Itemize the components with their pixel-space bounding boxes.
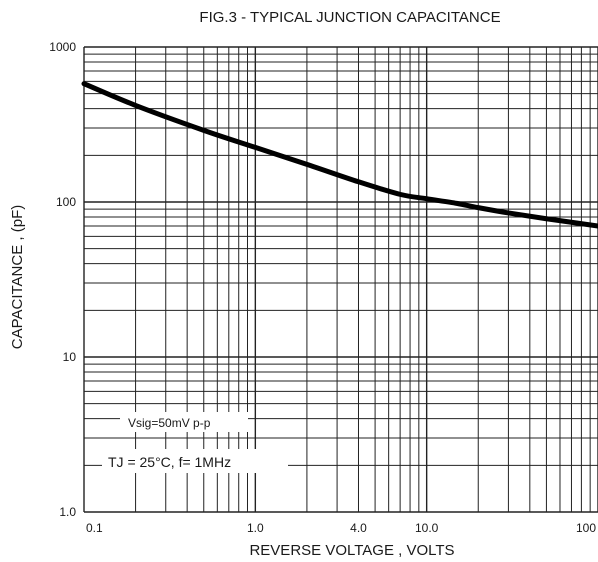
x-tick-label: 1.0 bbox=[247, 521, 264, 535]
y-tick-label: 10 bbox=[63, 350, 77, 364]
annotation-background-vsig bbox=[120, 412, 248, 432]
plot-grid bbox=[83, 46, 598, 513]
y-axis-label: CAPACITANCE , (pF) bbox=[9, 205, 26, 349]
annotation-vsig: Vsig=50mV p-p bbox=[128, 416, 211, 430]
y-tick-label: 1000 bbox=[49, 40, 76, 54]
series-layer bbox=[81, 81, 598, 229]
x-tick-label: 4.0 bbox=[350, 521, 367, 535]
x-axis-label: REVERSE VOLTAGE , VOLTS bbox=[249, 542, 454, 559]
y-tick-label: 100 bbox=[56, 195, 76, 209]
y-tick-label: 1.0 bbox=[59, 505, 76, 519]
tick-labels: 0.1 1.0 4.0 10.0 100 1000 100 10 1.0 bbox=[49, 40, 596, 535]
annotations: Vsig=50mV p-p TJ = 25°C, f= 1MHz bbox=[102, 412, 288, 473]
annotation-background-conditions bbox=[102, 449, 288, 473]
annotation-conditions: TJ = 25°C, f= 1MHz bbox=[108, 454, 231, 470]
capacitance-curve bbox=[81, 81, 598, 229]
x-tick-label: 10.0 bbox=[415, 521, 439, 535]
chart-title: FIG.3 - TYPICAL JUNCTION CAPACITANCE bbox=[199, 9, 500, 26]
x-tick-label: 100 bbox=[576, 521, 596, 535]
x-tick-label: 0.1 bbox=[86, 521, 103, 535]
